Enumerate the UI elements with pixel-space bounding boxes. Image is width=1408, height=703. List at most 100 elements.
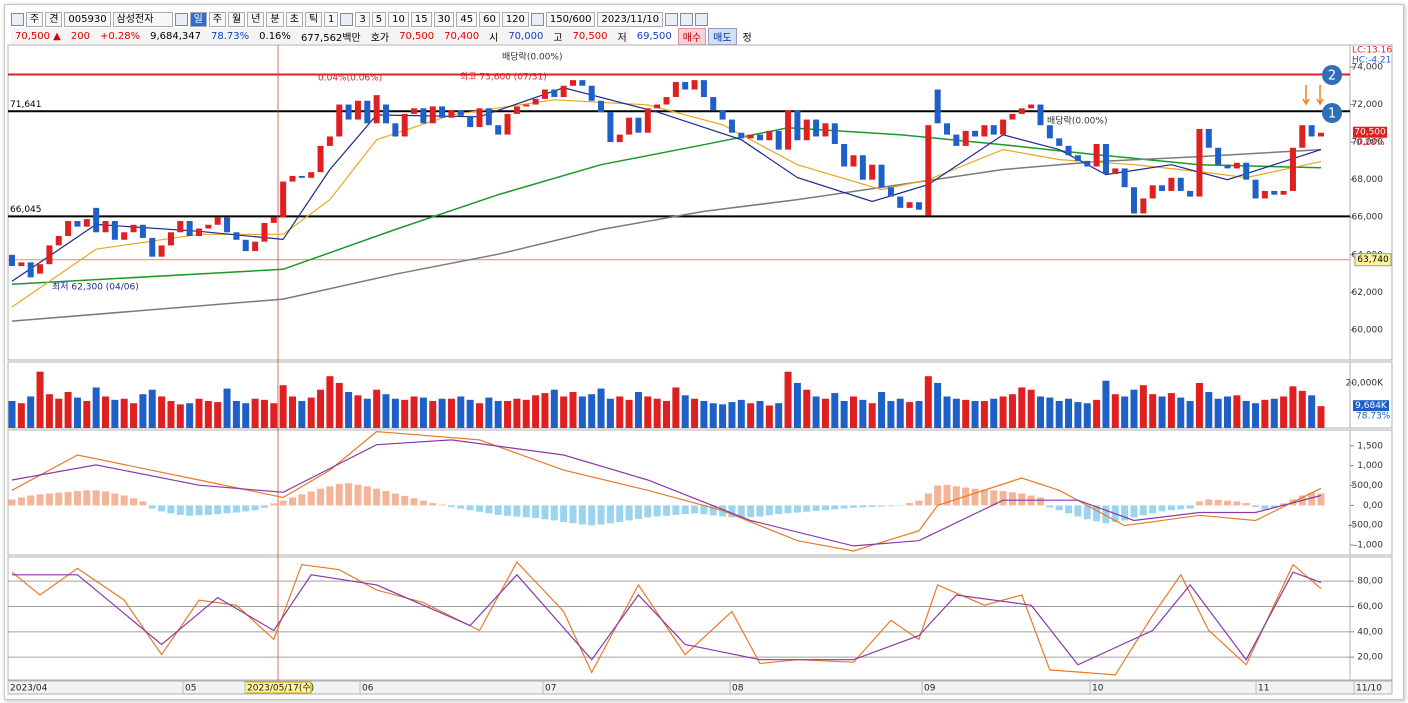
toolbar-button[interactable]: 삼성전자 <box>112 11 173 27</box>
volume-bar <box>73 397 81 428</box>
volume-bar <box>279 385 287 428</box>
candle <box>887 187 894 197</box>
volume-bar <box>298 400 306 428</box>
macd-histogram-bar <box>625 505 633 521</box>
toolbar-button[interactable]: 견 <box>45 11 63 27</box>
icon-button[interactable] <box>174 12 188 26</box>
volume-bar <box>532 395 540 428</box>
toolbar-button[interactable]: 분 <box>266 11 284 27</box>
volume-bar <box>990 398 998 428</box>
toolbar-button[interactable]: 년 <box>247 11 265 27</box>
toolbar-button[interactable]: 3 <box>355 11 370 27</box>
quote-field: 78.73% <box>211 30 250 42</box>
candle <box>439 106 446 118</box>
volume-bar <box>1214 398 1222 428</box>
macd-histogram-bar <box>242 505 250 512</box>
icon-button[interactable] <box>695 12 709 26</box>
marker-badge-label: 2 <box>1328 69 1336 84</box>
candle <box>962 130 969 146</box>
toolbar-button[interactable]: 틱 <box>304 11 323 27</box>
order-button[interactable]: 정 <box>742 32 752 44</box>
toolbar-button[interactable]: 초 <box>285 11 303 27</box>
toolbar-button[interactable]: 월 <box>228 11 246 27</box>
macd-histogram-bar <box>92 490 100 506</box>
candle <box>1102 143 1109 175</box>
volume-bar <box>700 400 708 428</box>
level-label: 66,045 <box>10 205 42 215</box>
order-button[interactable]: 매수 <box>677 27 707 45</box>
macd-histogram-bar <box>1158 505 1166 512</box>
macd-histogram-bar <box>298 494 306 506</box>
x-tick-label: 2023/05/17(수) <box>247 683 314 694</box>
candle <box>785 110 792 150</box>
candle <box>1215 147 1222 165</box>
volume-bar <box>345 391 353 428</box>
macd-histogram-bar <box>354 484 362 506</box>
icon-button[interactable] <box>11 12 24 26</box>
x-tick-label: 2023/04 <box>10 684 48 694</box>
volume-bar <box>307 397 315 428</box>
toolbar-button[interactable]: 60 <box>479 11 500 27</box>
toolbar-button[interactable]: 150/600 <box>545 11 596 27</box>
annotation: LC:13.16 <box>1352 46 1392 56</box>
macd-histogram-bar <box>1008 492 1016 506</box>
macd-histogram-bar <box>111 493 119 506</box>
toolbar-button[interactable]: 10 <box>388 11 409 27</box>
toolbar-button[interactable]: 5 <box>371 11 387 27</box>
candle <box>139 224 146 238</box>
macd-histogram-bar <box>1308 492 1316 506</box>
toolbar-button[interactable]: 일 <box>189 11 207 27</box>
macd-histogram-bar <box>1205 499 1213 506</box>
indicator-line <box>11 127 1322 286</box>
candle <box>93 207 100 233</box>
toolbar-button[interactable]: 45 <box>456 11 478 27</box>
candle <box>1121 168 1128 188</box>
y-tick-label: 60,000 <box>1352 325 1384 335</box>
toolbar-button[interactable]: 15 <box>410 11 432 27</box>
marker-badge-label: 1 <box>1328 107 1336 122</box>
toolbar-button[interactable]: 005930 <box>64 11 111 27</box>
toolbar-button[interactable]: 120 <box>501 11 529 27</box>
toolbar-button[interactable]: 30 <box>433 11 455 27</box>
volume-bar <box>719 404 727 428</box>
macd-histogram-bar <box>1139 505 1147 516</box>
candle <box>691 80 698 90</box>
macd-histogram-bar <box>1046 505 1054 508</box>
candle <box>233 232 240 240</box>
candle <box>467 115 474 128</box>
volume-bar <box>541 393 549 428</box>
macd-histogram-bar <box>663 505 670 516</box>
volume-bar <box>1233 395 1241 428</box>
macd-histogram-bar <box>83 490 91 506</box>
quote-field: +0.28% <box>99 30 141 42</box>
toolbar-button[interactable]: 주 <box>26 11 44 27</box>
toolbar-button[interactable]: 주 <box>208 11 226 27</box>
icon-button[interactable] <box>680 12 694 26</box>
icon-button[interactable] <box>530 12 544 26</box>
candle <box>1233 162 1240 169</box>
macd-histogram-bar <box>1149 505 1157 514</box>
candle <box>841 143 848 167</box>
candle <box>813 119 820 137</box>
volume-bar <box>924 376 932 428</box>
volume-bar <box>1280 396 1288 428</box>
macd-histogram-bar <box>644 505 652 518</box>
volume-bar <box>363 398 371 428</box>
macd-histogram-bar <box>1280 503 1288 506</box>
volume-bar <box>887 400 895 428</box>
icon-button[interactable] <box>340 12 354 26</box>
volume-bar <box>45 394 53 428</box>
annotation: 최저 62,300 (04/06) <box>52 282 139 293</box>
toolbar-button[interactable]: 2023/11/10 <box>597 11 664 27</box>
volume-bar <box>158 396 166 428</box>
toolbar-button[interactable]: 1 <box>324 11 339 27</box>
volume-bar <box>644 396 652 428</box>
candle <box>1159 185 1166 191</box>
order-button[interactable]: 매도 <box>708 27 737 45</box>
macd-histogram-bar <box>326 486 334 506</box>
volume-bar <box>1317 406 1325 428</box>
volume-bar <box>616 396 624 428</box>
macd-histogram-bar <box>878 505 886 507</box>
icon-button[interactable] <box>665 12 679 26</box>
candle <box>373 95 380 124</box>
